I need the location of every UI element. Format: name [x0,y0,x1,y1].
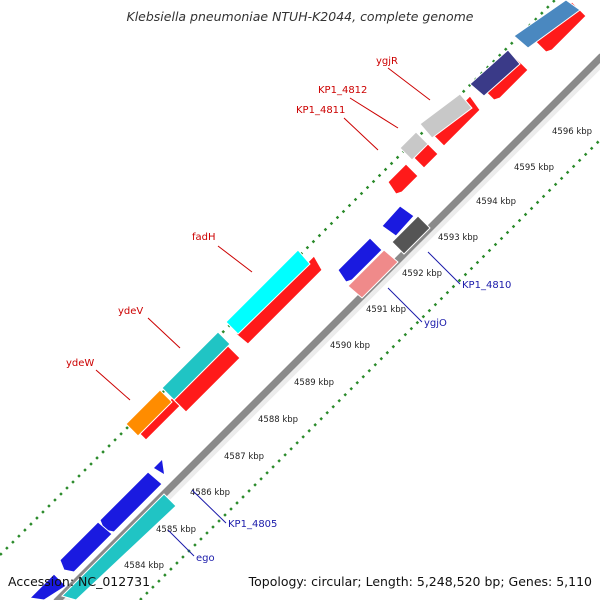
feature-steelblue [513,0,581,49]
map-title: Klebsiella pneumoniae NTUH-K2044, comple… [126,9,474,24]
gene-label: KP1_4805 [228,519,277,530]
gene-label: ego [196,553,215,564]
tick-label: 4584 kbp [124,561,164,571]
forward-feature-track [125,0,581,437]
gene-label: ygjO [424,318,447,329]
topology-label: Topology: circular; Length: 5,248,520 bp… [248,574,592,589]
tick-label: 4595 kbp [514,163,554,173]
gene-blue-1 [337,237,383,283]
tick-label: 4588 kbp [258,415,298,425]
gene-leader-line [147,317,181,349]
inner-dotted-ring [139,139,600,600]
gene-label: ygjR [376,56,398,67]
gene-leader-line [95,369,131,401]
gene-leader-line [343,117,379,151]
tick-label: 4592 kbp [402,269,442,279]
gene-label: ydeV [118,306,143,317]
gene-leader-line [427,251,461,285]
gene-blue-2 [381,205,415,237]
tick-labels: 4584 kbp 4585 kbp 4586 kbp 4587 kbp 4588 kbp… [124,127,592,571]
tick-label: 4593 kbp [438,233,478,243]
tick-label: 4587 kbp [224,452,264,462]
feature-lightgray-1 [399,131,429,161]
gene-pink [347,249,399,299]
gene-label: KP1_4811 [296,105,345,116]
feature-lightgray-2 [419,93,473,139]
gene-label: KP1_4810 [462,280,511,291]
reverse-gene-track [28,205,431,600]
feature-darkpurple [469,49,521,97]
feature-cyan [225,249,311,335]
gene-leader-line [349,97,399,129]
backbone [53,53,600,600]
feature-teal-1 [161,331,231,401]
gene-leader-line [387,287,423,323]
tick-label: 4586 kbp [190,488,230,498]
tick-label: 4589 kbp [294,378,334,388]
gene-leader-line [191,489,227,524]
gene-leader-line [217,245,253,273]
gene-blue-arrowhead [154,460,164,474]
accession-label: Accession: NC_012731 [8,574,151,589]
cds-red-4 [387,163,419,195]
tick-label: 4596 kbp [552,127,592,137]
tick-label: 4585 kbp [156,525,196,535]
gene-darkgray [391,215,431,255]
feature-orange [125,389,173,437]
gene-leader-line [387,67,431,101]
tick-label: 4590 kbp [330,341,370,351]
gene-blue-5 [28,573,67,600]
tick-label: 4594 kbp [476,197,516,207]
gene-leader-line [167,529,195,557]
gene-label: KP1_4812 [318,85,367,96]
gene-label: ydeW [66,358,94,369]
gene-blue-4 [59,521,113,573]
tick-label: 4591 kbp [366,305,406,315]
gene-label: fadH [192,232,216,243]
gene-teal-reverse [61,493,177,600]
gene-labels: ygjR KP1_4812 KP1_4811 fadH ydeV ydeW KP1_4810… [66,56,511,564]
